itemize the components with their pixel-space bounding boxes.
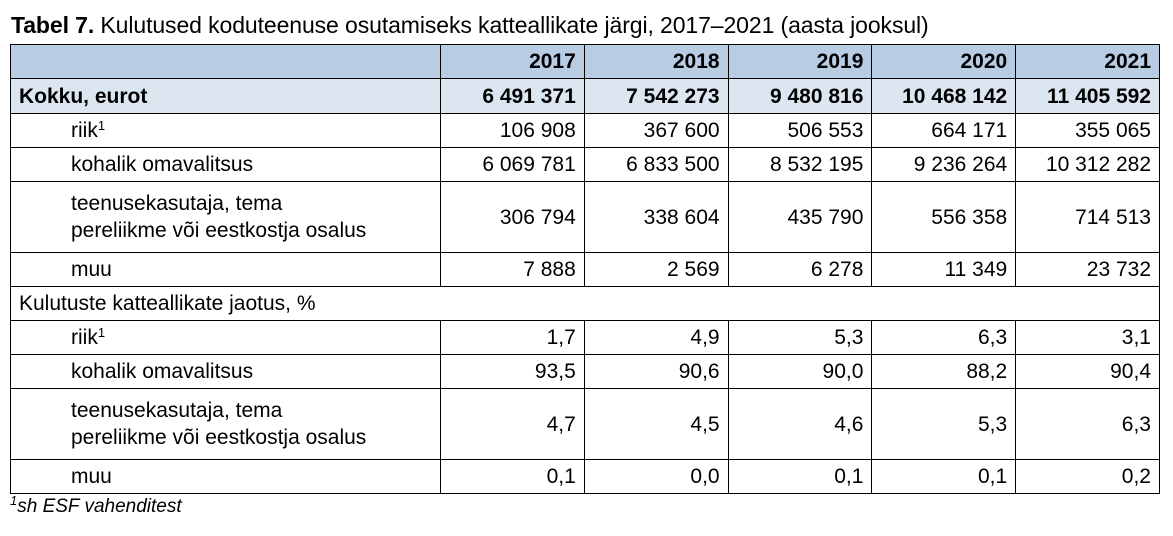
year-header: 2018: [583, 44, 729, 79]
value-cell: 355 065: [1015, 113, 1160, 148]
row-label: muu: [10, 459, 441, 494]
value-cell: 8 532 195: [727, 147, 873, 182]
table-caption: Kulutused koduteenuse osutamiseks kattea…: [94, 12, 929, 38]
row-label-text: kohalik omavalitsus: [71, 153, 254, 176]
value-cell: 714 513: [1015, 181, 1160, 253]
value-cell: 506 553: [727, 113, 873, 148]
row-label: teenusekasutaja, tema pereliikme või eest…: [10, 388, 441, 460]
value-cell: 6,3: [871, 320, 1017, 355]
value-cell: 6 069 781: [440, 147, 585, 182]
value-cell: 4,5: [583, 388, 729, 460]
value-cell: 6,3: [1015, 388, 1160, 460]
value-cell: 7 542 273: [583, 78, 729, 114]
value-cell: 367 600: [583, 113, 729, 148]
value-cell: 5,3: [871, 388, 1017, 460]
value-cell: 0,2: [1015, 459, 1160, 494]
row-label-text: muu: [71, 465, 112, 488]
total-row: Kokku, eurot 6 491 371 7 542 273 9 480 816 1…: [10, 78, 1160, 114]
year-header: 2020: [871, 44, 1017, 79]
value-cell: 9 236 264: [871, 147, 1017, 182]
value-cell: 10 468 142: [871, 78, 1017, 114]
expenditure-table: 2017 2018 2019 2020 2021 Kokku, eurot 6 491 37…: [10, 44, 1160, 494]
table-row: kohalik omavalitsus 6 069 781 6 833 500 8 5…: [10, 147, 1160, 182]
year-header: 2017: [440, 44, 585, 79]
value-cell: 90,4: [1015, 354, 1160, 389]
value-cell: 23 732: [1015, 252, 1160, 287]
value-cell: 90,0: [727, 354, 873, 389]
value-cell: 4,9: [583, 320, 729, 355]
table-title: Tabel 7. Kulutused koduteenuse osutamise…: [11, 12, 929, 39]
table-row: riik1 106 908 367 600 506 553 664 171 355 065: [10, 113, 1160, 148]
value-cell: 2 569: [583, 252, 729, 287]
value-cell: 6 278: [727, 252, 873, 287]
value-cell: 5,3: [727, 320, 873, 355]
value-cell: 88,2: [871, 354, 1017, 389]
table-row: muu 0,1 0,0 0,1 0,1 0,2: [10, 459, 1160, 494]
value-cell: 11 405 592: [1015, 78, 1160, 114]
section-row: Kulutuste katteallikate jaotus, %: [10, 286, 1160, 321]
row-label-text: riik: [71, 119, 98, 142]
value-cell: 10 312 282: [1015, 147, 1160, 182]
value-cell: 435 790: [727, 181, 873, 253]
row-label-text: teenusekasutaja, tema: [71, 399, 283, 422]
footnote-marker: 1: [97, 118, 106, 133]
footnote: 1sh ESF vahenditest: [10, 493, 182, 518]
row-label: riik1: [10, 320, 441, 355]
value-cell: 9 480 816: [727, 78, 873, 114]
row-label: kohalik omavalitsus: [10, 147, 441, 182]
row-label-text: teenusekasutaja, tema: [71, 192, 283, 215]
value-cell: 6 833 500: [583, 147, 729, 182]
table-row: teenusekasutaja, tema pereliikme või eest…: [10, 388, 1160, 460]
value-cell: 338 604: [583, 181, 729, 253]
value-cell: 93,5: [440, 354, 585, 389]
table-row: kohalik omavalitsus 93,5 90,6 90,0 88,2 90,4: [10, 354, 1160, 389]
row-label: muu: [10, 252, 441, 287]
row-label-text: riik: [71, 326, 98, 349]
header-empty-cell: [10, 44, 441, 79]
value-cell: 4,7: [440, 388, 585, 460]
value-cell: 664 171: [871, 113, 1017, 148]
footnote-marker: 1: [10, 493, 18, 508]
table-row: teenusekasutaja, tema pereliikme või eest…: [10, 181, 1160, 253]
value-cell: 0,1: [440, 459, 585, 494]
value-cell: 556 358: [871, 181, 1017, 253]
table-row: riik1 1,7 4,9 5,3 6,3 3,1: [10, 320, 1160, 355]
table-row: muu 7 888 2 569 6 278 11 349 23 732: [10, 252, 1160, 287]
year-header: 2019: [727, 44, 873, 79]
value-cell: 11 349: [871, 252, 1017, 287]
value-cell: 3,1: [1015, 320, 1160, 355]
section-label: Kulutuste katteallikate jaotus, %: [10, 286, 1160, 321]
value-cell: 0,1: [727, 459, 873, 494]
row-label-text: muu: [71, 258, 112, 281]
value-cell: 90,6: [583, 354, 729, 389]
table-number: Tabel 7.: [11, 12, 95, 38]
row-label-text: pereliikme või eestkostja osalus: [71, 426, 367, 449]
footnote-text: sh ESF vahenditest: [17, 496, 182, 517]
value-cell: 4,6: [727, 388, 873, 460]
value-cell: 106 908: [440, 113, 585, 148]
row-label: teenusekasutaja, tema pereliikme või eest…: [10, 181, 441, 253]
row-label-text: pereliikme või eestkostja osalus: [71, 219, 367, 242]
value-cell: 0,0: [583, 459, 729, 494]
value-cell: 6 491 371: [440, 78, 585, 114]
value-cell: 0,1: [871, 459, 1017, 494]
row-label: kohalik omavalitsus: [10, 354, 441, 389]
value-cell: 1,7: [440, 320, 585, 355]
row-label-text: kohalik omavalitsus: [71, 360, 254, 383]
row-label: Kokku, eurot: [10, 78, 441, 114]
row-label: riik1: [10, 113, 441, 148]
header-row: 2017 2018 2019 2020 2021: [10, 44, 1160, 79]
value-cell: 306 794: [440, 181, 585, 253]
year-header: 2021: [1015, 44, 1160, 79]
value-cell: 7 888: [440, 252, 585, 287]
footnote-marker: 1: [97, 325, 106, 340]
